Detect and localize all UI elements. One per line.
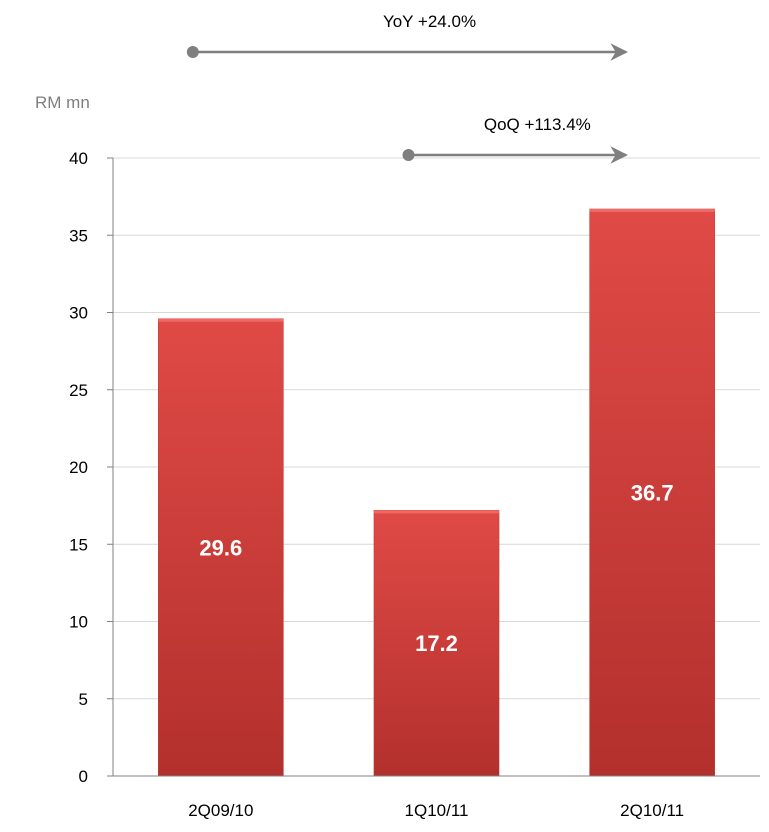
y-tick-label: 15	[69, 535, 88, 554]
growth-label: QoQ +113.4%	[484, 115, 591, 134]
y-tick-label: 40	[69, 149, 88, 168]
data-label: 36.7	[631, 480, 674, 505]
y-axis-ticks: 0 5 10 15 20 25 30 35 40	[69, 149, 113, 786]
x-tick-label: 2Q10/11	[620, 801, 684, 820]
bar-top-highlight	[373, 510, 500, 514]
x-tick-label: 2Q09/10	[188, 801, 253, 820]
bar-top-highlight	[158, 318, 284, 322]
x-tick-label: 1Q10/11	[405, 801, 469, 820]
data-label: 17.2	[415, 631, 458, 656]
bar-2Q10/11	[589, 208, 715, 777]
bar-2Q09/10	[158, 318, 284, 777]
growth-arrow-start-dot	[186, 46, 199, 58]
growth-arrow-start-dot	[402, 149, 415, 161]
y-tick-label: 30	[69, 304, 88, 323]
growth-label: YoY +24.0%	[383, 12, 476, 31]
data-labels: 29.6 17.2 36.7	[199, 480, 673, 656]
y-tick-label: 5	[79, 690, 88, 709]
y-axis-unit-label: RM mn	[35, 93, 90, 112]
y-tick-label: 35	[69, 226, 88, 245]
bar-top-highlight	[589, 208, 715, 212]
x-axis-categories: 2Q09/10 1Q10/11 2Q10/11	[188, 801, 684, 820]
growth-annotations: YoY +24.0% QoQ +113.4%	[186, 12, 628, 164]
data-label: 29.6	[199, 535, 242, 560]
y-tick-label: 25	[69, 381, 88, 400]
y-tick-label: 10	[69, 613, 88, 632]
y-tick-label: 0	[79, 767, 88, 786]
bar-1Q10/11	[373, 510, 500, 777]
bars	[158, 208, 715, 777]
y-tick-label: 20	[69, 458, 88, 477]
